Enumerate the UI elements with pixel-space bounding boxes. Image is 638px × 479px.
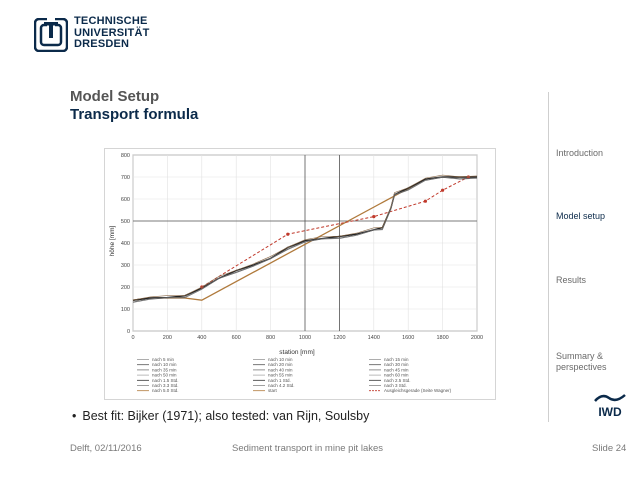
series-point [372,215,376,219]
nav-item-model-setup[interactable]: Model setup [556,211,606,221]
nav-item-summary-line1: Summary & [556,351,604,361]
x-tick-label: 1000 [299,335,311,341]
chart-container: 0 100 200 300 400 500 600 700 800 0 200 400 600 800 10… [104,148,496,400]
chart-xlabel: station [mm] [279,349,315,356]
legend-label: start [268,388,278,393]
legend-label: nach 60 min [384,373,409,378]
footer-date: Delft, 02/11/2016 [70,443,142,454]
legend-label: nach 1.5 Std. [152,378,179,383]
nav-item-summary-line2: perspectives [556,362,607,372]
tu-dresden-logo: TECHNISCHE UNIVERSITÄT DRESDEN [34,14,149,58]
footer-title: Sediment transport in mine pit lakes [232,443,384,454]
chart-ylabel: höhe [mm] [109,225,116,256]
slide-subtitle: Transport formula [70,106,199,123]
series-line-variant [132,177,478,303]
series-line-variant [132,174,478,301]
series-line-variant [132,176,478,303]
slide-title: Model Setup [70,88,160,105]
chart-svg: 0 100 200 300 400 500 600 700 800 0 200 400 600 800 10… [109,153,483,393]
y-tick-label: 600 [121,197,130,203]
y-tick-label: 700 [121,175,130,181]
series-point [423,199,427,203]
bullet-dot-icon: • [72,409,77,423]
legend-label: nach 10 min [152,362,177,367]
series-line-2 [201,176,469,288]
legend-label: nach 4.2 Std. [268,383,295,388]
legend-label: nach 40 min [268,367,293,372]
series-point [441,188,445,192]
legend-label: Ausgleichsgerade (Seite Wagner) [384,388,452,393]
nav-item-summary[interactable]: Summary & perspectives [556,351,607,373]
legend-label: nach 15 min [384,357,409,362]
legend-label: nach 2.5 Std. [384,378,411,383]
y-tick-label: 200 [121,285,130,291]
iwd-logo-icon: IWD [594,394,626,419]
x-tick-label: 400 [197,335,206,341]
x-tick-label: 2000 [471,335,483,341]
x-tick-label: 200 [163,335,172,341]
legend-label: nach 45 min [384,367,409,372]
series-point [286,232,290,236]
legend-label: nach 30 min [384,362,409,367]
x-tick-label: 1600 [402,335,414,341]
logo-line-1: TECHNISCHE [74,15,148,27]
nav-item-introduction[interactable]: Introduction [556,148,604,158]
bullet-text: Best fit: Bijker (1971); also tested: va… [82,409,370,423]
legend-label: nach 3 Std. [384,383,407,388]
nav-divider [548,92,549,422]
legend-label: nach 5.0 Std. [152,388,179,393]
logo-line-3: DRESDEN [74,38,130,50]
x-tick-label: 600 [232,335,241,341]
legend-label: nach 55 min [268,373,293,378]
x-tick-label: 1400 [368,335,380,341]
legend-label: nach 3.3 Std. [152,383,179,388]
iwd-logo-text: IWD [598,405,622,419]
nav-item-results[interactable]: Results [556,275,587,285]
y-tick-label: 800 [121,153,130,159]
y-tick-label: 400 [121,241,130,247]
x-tick-label: 1200 [333,335,345,341]
legend-label: nach 10 min [268,357,293,362]
x-tick-label: 800 [266,335,275,341]
legend-label: nach 20 min [268,362,293,367]
x-tick-label: 0 [131,335,134,341]
y-tick-label: 100 [121,307,130,313]
legend-label: nach 35 min [152,367,177,372]
bullet-point: • Best fit: Bijker (1971); also tested: v… [72,409,369,423]
iwd-logo: IWD [593,391,627,419]
tu-logo-mark-icon [34,18,68,52]
y-tick-label: 0 [127,329,130,335]
y-tick-label: 300 [121,263,130,269]
footer-slide-number: Slide 24 [592,443,627,454]
legend-label: nach 50 min [152,373,177,378]
logo-line-2: UNIVERSITÄT [74,26,150,39]
y-tick-label: 500 [121,219,130,225]
legend-label: nach 1 Std. [268,378,291,383]
x-tick-label: 1800 [436,335,448,341]
legend-label: nach 5 min [152,357,175,362]
